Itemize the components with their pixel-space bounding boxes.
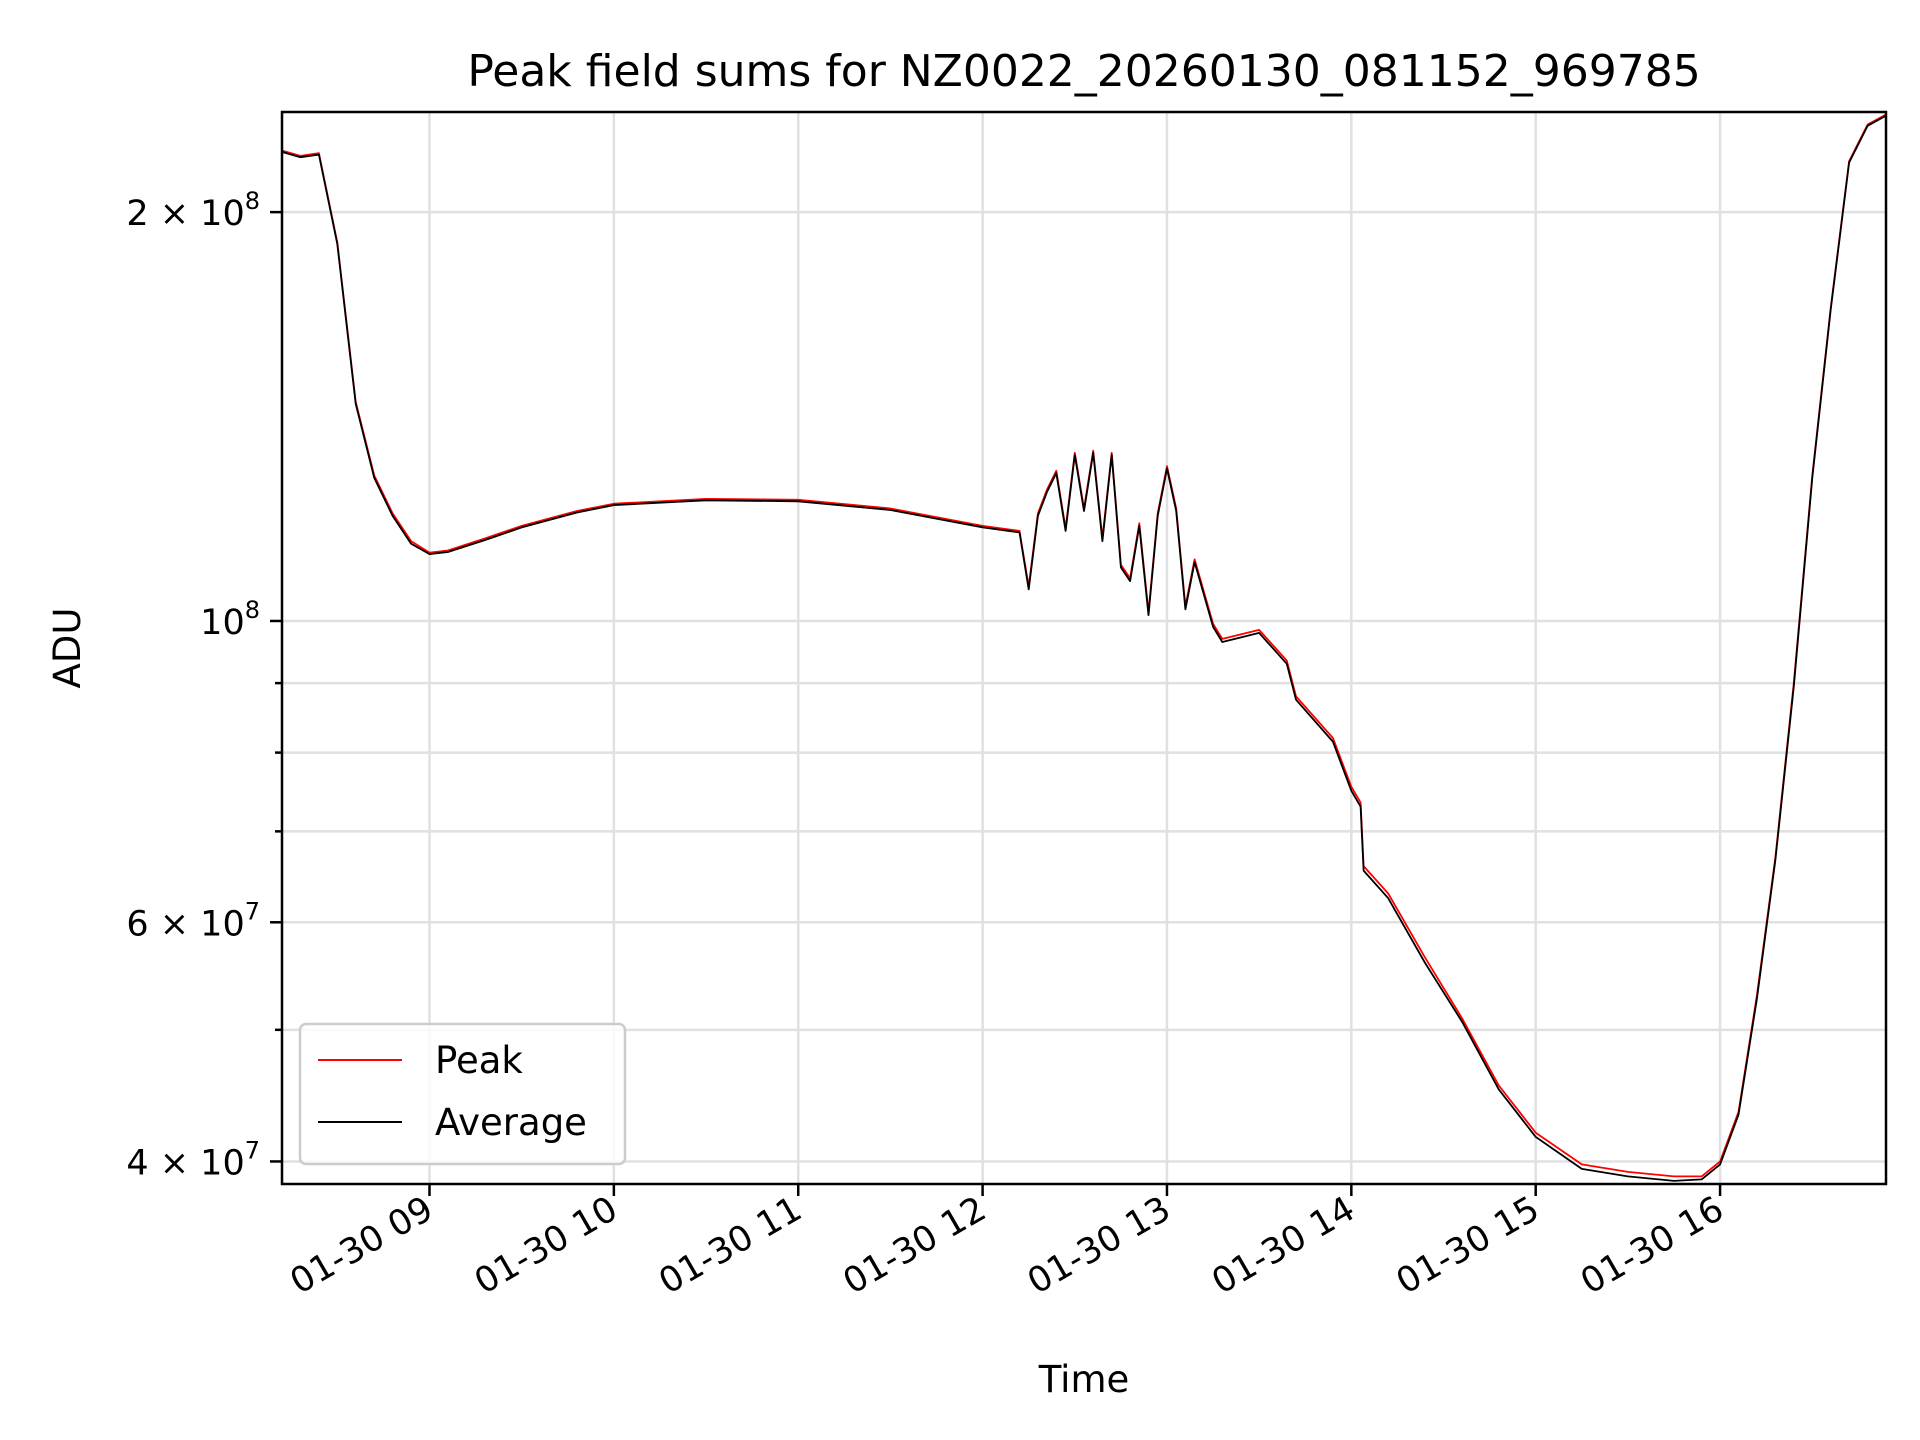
x-axis-label: Time [1038,1358,1130,1401]
legend-label-peak: Peak [435,1039,523,1082]
legend-label-average: Average [435,1101,587,1144]
legend: Peak Average [298,1022,627,1166]
series-lines [281,113,1887,1182]
plot-frame [280,110,1888,1186]
y-axis-label: ADU [46,608,89,689]
chart-title: Peak field sums for NZ0022_20260130_0811… [467,46,1700,97]
y-tick-label: 4 × 107 [126,1136,260,1183]
y-tick-label: 108 [200,596,260,643]
y-tick-label: 2 × 108 [126,187,260,234]
y-tick-label: 6 × 107 [126,897,260,944]
y-axis-ticks: 4 × 107 6 × 107 108 2 × 108 [126,187,282,1183]
series-line-average [281,114,1887,1182]
